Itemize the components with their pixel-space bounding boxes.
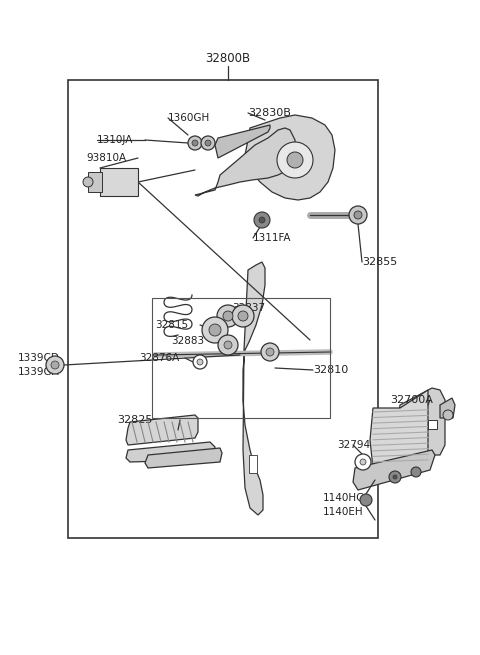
- Bar: [68, 80, 378, 538]
- Circle shape: [266, 348, 274, 356]
- Bar: [249, 455, 257, 473]
- Circle shape: [46, 356, 64, 374]
- Text: 32815: 32815: [155, 320, 188, 330]
- Circle shape: [287, 152, 303, 168]
- Text: 32876A: 32876A: [139, 353, 179, 363]
- Polygon shape: [353, 450, 435, 490]
- Bar: [428, 420, 437, 429]
- Text: 32825: 32825: [117, 415, 152, 425]
- Text: 32830B: 32830B: [248, 108, 291, 118]
- Circle shape: [218, 335, 238, 355]
- Circle shape: [238, 311, 248, 321]
- Circle shape: [360, 494, 372, 506]
- Bar: [100, 168, 138, 196]
- Circle shape: [355, 454, 371, 470]
- Polygon shape: [370, 390, 428, 468]
- Polygon shape: [440, 398, 455, 418]
- Text: 1339GA: 1339GA: [18, 367, 60, 377]
- Circle shape: [223, 311, 233, 321]
- Text: 32700A: 32700A: [390, 395, 433, 405]
- Circle shape: [205, 140, 211, 146]
- Circle shape: [217, 305, 239, 327]
- Text: 32800B: 32800B: [205, 52, 251, 64]
- Circle shape: [277, 142, 313, 178]
- Circle shape: [51, 361, 59, 369]
- Text: 1140EH: 1140EH: [323, 507, 364, 517]
- Polygon shape: [145, 448, 222, 468]
- Circle shape: [389, 471, 401, 483]
- Circle shape: [349, 206, 367, 224]
- Text: 32883: 32883: [171, 336, 204, 346]
- Bar: [152, 298, 330, 418]
- Circle shape: [393, 475, 397, 479]
- Text: 1339CD: 1339CD: [18, 353, 60, 363]
- Circle shape: [209, 324, 221, 336]
- Polygon shape: [245, 115, 335, 200]
- Circle shape: [83, 177, 93, 187]
- Circle shape: [259, 217, 265, 223]
- Circle shape: [201, 136, 215, 150]
- Circle shape: [360, 459, 366, 465]
- Circle shape: [197, 359, 203, 365]
- Circle shape: [232, 305, 254, 327]
- Bar: [88, 172, 102, 192]
- Text: 32794: 32794: [337, 440, 370, 450]
- Polygon shape: [215, 125, 270, 158]
- Text: 32837: 32837: [232, 303, 265, 313]
- Circle shape: [411, 467, 421, 477]
- Text: 1311FA: 1311FA: [253, 233, 291, 243]
- Circle shape: [192, 140, 198, 146]
- Polygon shape: [243, 262, 265, 515]
- Circle shape: [254, 212, 270, 228]
- Circle shape: [354, 211, 362, 219]
- Circle shape: [202, 317, 228, 343]
- Text: 32810: 32810: [313, 365, 348, 375]
- Circle shape: [443, 410, 453, 420]
- Polygon shape: [395, 388, 445, 468]
- Circle shape: [188, 136, 202, 150]
- Circle shape: [261, 343, 279, 361]
- Text: 1360GH: 1360GH: [168, 113, 210, 123]
- Circle shape: [193, 355, 207, 369]
- Text: 1310JA: 1310JA: [97, 135, 133, 145]
- Polygon shape: [195, 128, 295, 196]
- Polygon shape: [126, 415, 198, 445]
- Circle shape: [224, 341, 232, 349]
- Text: 93810A: 93810A: [86, 153, 126, 163]
- Polygon shape: [126, 442, 215, 462]
- Text: 32855: 32855: [362, 257, 397, 267]
- Text: 1140HG: 1140HG: [323, 493, 365, 503]
